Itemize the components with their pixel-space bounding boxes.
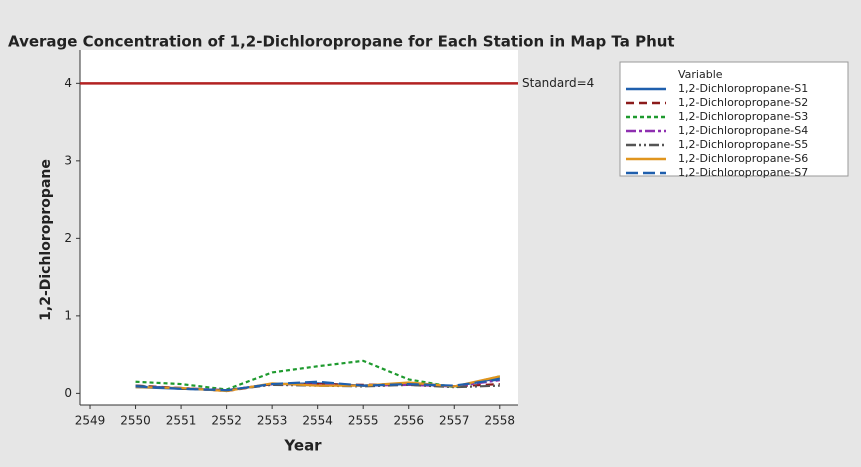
legend-label: 1,2-Dichloropropane-S1 bbox=[678, 82, 808, 95]
x-tick-label: 2554 bbox=[302, 414, 333, 428]
plot-area bbox=[80, 50, 518, 405]
legend-label: 1,2-Dichloropropane-S2 bbox=[678, 96, 808, 109]
x-axis-label: Year bbox=[283, 437, 322, 455]
legend-label: 1,2-Dichloropropane-S6 bbox=[678, 152, 808, 165]
reference-label: Standard=4 bbox=[522, 76, 594, 90]
y-tick-label: 0 bbox=[64, 386, 72, 400]
x-tick-label: 2556 bbox=[393, 414, 424, 428]
x-tick-label: 2549 bbox=[75, 414, 106, 428]
legend-label: 1,2-Dichloropropane-S3 bbox=[678, 110, 808, 123]
legend-label: 1,2-Dichloropropane-S5 bbox=[678, 138, 808, 151]
x-tick-label: 2552 bbox=[211, 414, 242, 428]
x-tick-label: 2558 bbox=[485, 414, 516, 428]
y-tick-label: 1 bbox=[64, 308, 72, 322]
y-tick-label: 4 bbox=[64, 76, 72, 90]
y-axis-label: 1,2-Dichloropropane bbox=[38, 159, 54, 321]
legend-label: 1,2-Dichloropropane-S7 bbox=[678, 166, 808, 179]
x-tick-label: 2557 bbox=[439, 414, 470, 428]
x-tick-label: 2550 bbox=[120, 414, 151, 428]
chart-title: Average Concentration of 1,2-Dichloropro… bbox=[8, 33, 675, 51]
y-tick-label: 2 bbox=[64, 231, 72, 245]
legend-label: 1,2-Dichloropropane-S4 bbox=[678, 124, 808, 137]
series-line bbox=[135, 378, 500, 392]
x-tick-label: 2553 bbox=[257, 414, 288, 428]
x-tick-label: 2555 bbox=[348, 414, 379, 428]
legend-box bbox=[619, 61, 849, 177]
legend-title: Variable bbox=[678, 68, 723, 81]
y-tick-label: 3 bbox=[64, 153, 72, 167]
x-tick-label: 2551 bbox=[166, 414, 197, 428]
